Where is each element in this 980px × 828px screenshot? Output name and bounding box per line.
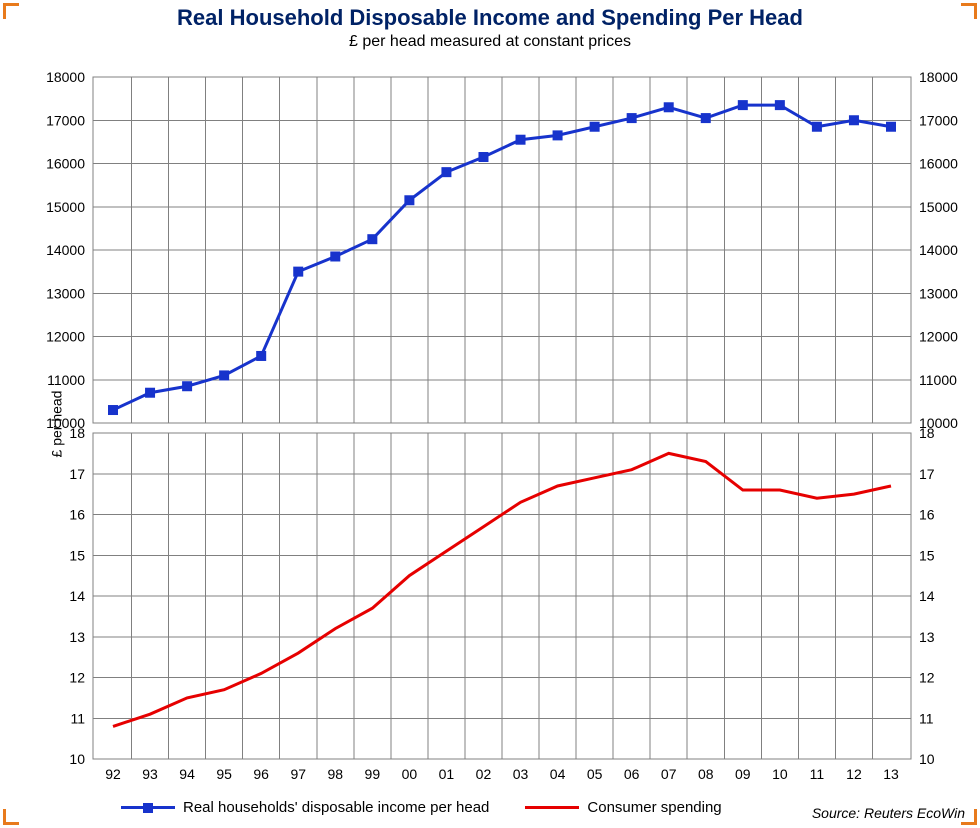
svg-text:16000: 16000 <box>919 156 958 172</box>
svg-text:13: 13 <box>919 629 935 645</box>
svg-text:13000: 13000 <box>46 285 85 301</box>
svg-text:11: 11 <box>70 710 85 726</box>
svg-text:09: 09 <box>735 766 751 782</box>
svg-text:96: 96 <box>253 766 269 782</box>
svg-text:92: 92 <box>105 766 121 782</box>
svg-text:03: 03 <box>513 766 529 782</box>
svg-text:11: 11 <box>919 710 934 726</box>
svg-text:14000: 14000 <box>46 242 85 258</box>
chart-subtitle: £ per head measured at constant prices <box>1 33 979 51</box>
svg-text:04: 04 <box>550 766 566 782</box>
svg-text:17000: 17000 <box>46 112 85 128</box>
svg-text:16: 16 <box>919 507 935 523</box>
svg-text:15: 15 <box>919 547 935 563</box>
svg-text:18: 18 <box>69 425 85 441</box>
svg-text:12: 12 <box>69 670 85 686</box>
svg-text:10: 10 <box>69 751 85 767</box>
legend-swatch-income <box>121 806 175 809</box>
svg-text:14: 14 <box>69 588 85 604</box>
source-attribution: Source: Reuters EcoWin <box>812 805 965 821</box>
y-axis-label: £ per head <box>48 391 64 458</box>
svg-text:12: 12 <box>919 670 935 686</box>
svg-text:99: 99 <box>365 766 381 782</box>
svg-text:17000: 17000 <box>919 112 958 128</box>
svg-text:01: 01 <box>439 766 455 782</box>
svg-text:16: 16 <box>69 507 85 523</box>
chart-frame: Real Household Disposable Income and Spe… <box>0 0 980 828</box>
svg-text:97: 97 <box>290 766 306 782</box>
svg-text:11000: 11000 <box>919 372 957 388</box>
svg-text:12000: 12000 <box>46 329 85 345</box>
corner-marker-bl <box>3 809 19 825</box>
svg-text:07: 07 <box>661 766 677 782</box>
svg-text:02: 02 <box>476 766 492 782</box>
chart-title: Real Household Disposable Income and Spe… <box>1 5 979 31</box>
svg-text:05: 05 <box>587 766 603 782</box>
svg-text:18000: 18000 <box>46 69 85 85</box>
svg-text:94: 94 <box>179 766 195 782</box>
svg-text:16000: 16000 <box>46 156 85 172</box>
svg-text:00: 00 <box>402 766 418 782</box>
svg-text:18000: 18000 <box>919 69 958 85</box>
svg-text:06: 06 <box>624 766 640 782</box>
legend-item-spending: Consumer spending <box>525 799 721 816</box>
chart-area: £ per head 10000100001100011000120001200… <box>21 59 959 789</box>
legend-swatch-spending <box>525 806 579 809</box>
svg-text:98: 98 <box>327 766 343 782</box>
legend-item-income: Real households' disposable income per h… <box>121 799 489 816</box>
svg-text:14: 14 <box>919 588 935 604</box>
svg-text:13: 13 <box>69 629 85 645</box>
svg-text:13000: 13000 <box>919 285 958 301</box>
svg-text:12000: 12000 <box>919 329 958 345</box>
svg-text:11: 11 <box>810 766 825 782</box>
legend-label-income: Real households' disposable income per h… <box>183 799 489 816</box>
legend-label-spending: Consumer spending <box>587 799 721 816</box>
svg-text:95: 95 <box>216 766 232 782</box>
svg-text:17: 17 <box>69 466 85 482</box>
corner-marker-tr <box>961 3 977 19</box>
svg-text:10: 10 <box>772 766 788 782</box>
svg-text:13: 13 <box>883 766 899 782</box>
corner-marker-tl <box>3 3 19 19</box>
svg-text:08: 08 <box>698 766 714 782</box>
svg-text:15000: 15000 <box>46 199 85 215</box>
svg-text:14000: 14000 <box>919 242 958 258</box>
svg-text:11000: 11000 <box>47 372 85 388</box>
chart-svg: 1000010000110001100012000120001300013000… <box>21 59 961 789</box>
svg-text:15: 15 <box>69 547 85 563</box>
svg-text:17: 17 <box>919 466 935 482</box>
svg-text:18: 18 <box>919 425 935 441</box>
svg-text:15000: 15000 <box>919 199 958 215</box>
svg-text:10: 10 <box>919 751 935 767</box>
svg-text:93: 93 <box>142 766 158 782</box>
svg-text:12: 12 <box>846 766 862 782</box>
